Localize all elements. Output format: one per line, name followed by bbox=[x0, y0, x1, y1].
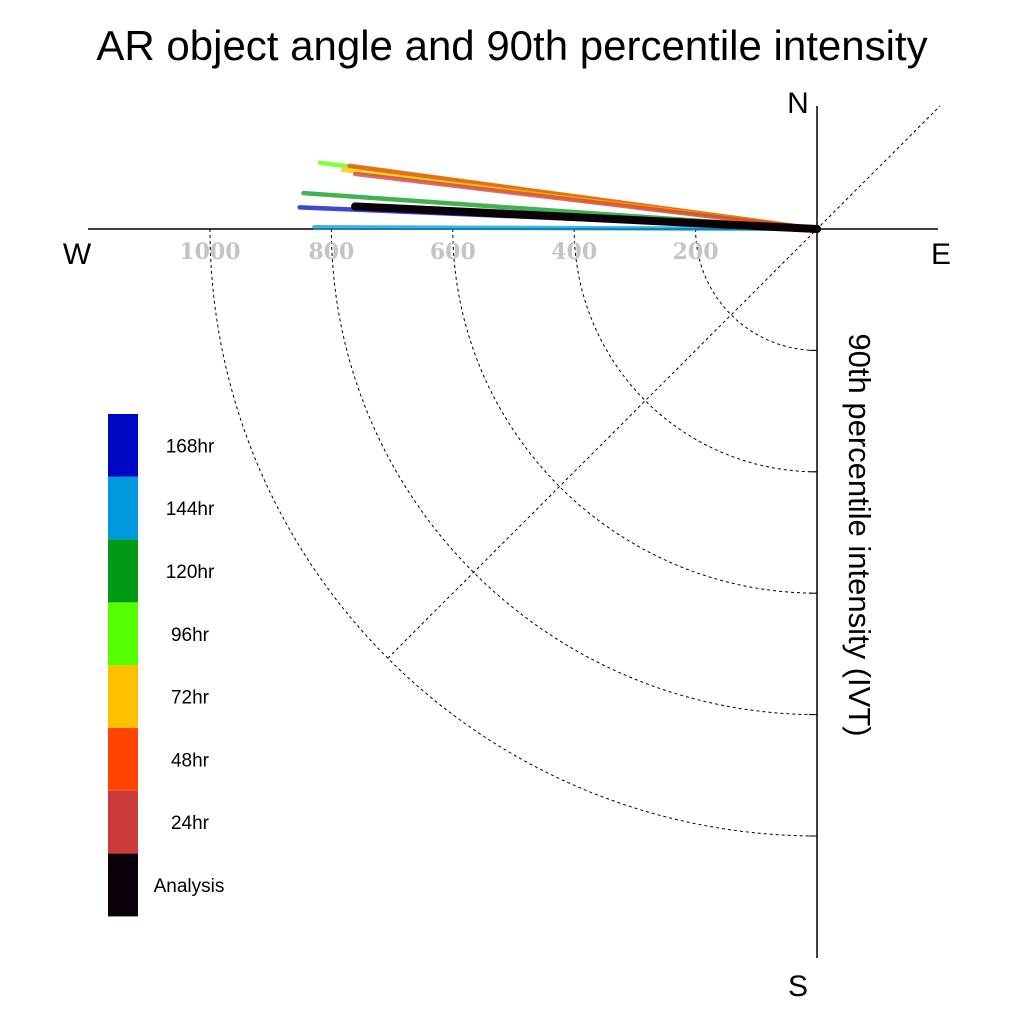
legend-label-168hr: 168hr bbox=[166, 436, 215, 457]
compass-south-label: S bbox=[788, 970, 808, 1003]
compass-east-label: E bbox=[931, 238, 951, 271]
legend-swatch-48hr bbox=[108, 728, 138, 791]
legend-swatch-72hr bbox=[108, 665, 138, 728]
chart-title: AR object angle and 90th percentile inte… bbox=[96, 22, 927, 69]
polar-grid bbox=[209, 105, 941, 837]
y-axis-label: 90th percentile intensity (IVT) bbox=[842, 333, 877, 736]
legend-label-144hr: 144hr bbox=[166, 499, 215, 520]
compass-west-label: W bbox=[63, 238, 92, 271]
grid-arc-1000 bbox=[209, 228, 818, 837]
legend-label-48hr: 48hr bbox=[171, 750, 210, 771]
grid-arc-800 bbox=[330, 228, 818, 716]
tick-label-1000: 1000 bbox=[179, 239, 240, 265]
grid-arc-200 bbox=[695, 228, 818, 351]
tick-label-400: 400 bbox=[551, 239, 597, 265]
legend-label-24hr: 24hr bbox=[171, 813, 210, 834]
legend-swatch-168hr bbox=[108, 414, 138, 477]
series-line-analysis bbox=[351, 202, 821, 233]
legend: 168hr 144hr 120hr 96hr 72hr 48hr 24hr Analysis bbox=[108, 414, 225, 917]
legend-swatch-24hr bbox=[108, 790, 138, 854]
series-lines bbox=[297, 160, 821, 233]
diagonal-grid-line bbox=[387, 105, 941, 659]
legend-label-analysis: Analysis bbox=[154, 876, 225, 897]
radial-tick-labels: 200 400 600 800 1000 bbox=[179, 239, 718, 265]
series-line-24hr bbox=[353, 171, 820, 232]
tick-label-800: 800 bbox=[308, 239, 354, 265]
tick-label-200: 200 bbox=[673, 239, 719, 265]
legend-swatch-96hr bbox=[108, 602, 138, 666]
grid-arc-600 bbox=[452, 228, 818, 594]
legend-label-96hr: 96hr bbox=[171, 625, 210, 646]
legend-swatch-144hr bbox=[108, 476, 138, 540]
legend-swatch-analysis bbox=[108, 853, 138, 917]
legend-swatch-120hr bbox=[108, 539, 138, 603]
compass-north-label: N bbox=[787, 87, 809, 120]
tick-label-600: 600 bbox=[430, 239, 476, 265]
legend-label-120hr: 120hr bbox=[166, 562, 215, 583]
grid-arc-400 bbox=[573, 228, 818, 473]
origin-point bbox=[813, 225, 821, 233]
legend-label-72hr: 72hr bbox=[171, 688, 210, 709]
compass-axes bbox=[88, 106, 938, 958]
